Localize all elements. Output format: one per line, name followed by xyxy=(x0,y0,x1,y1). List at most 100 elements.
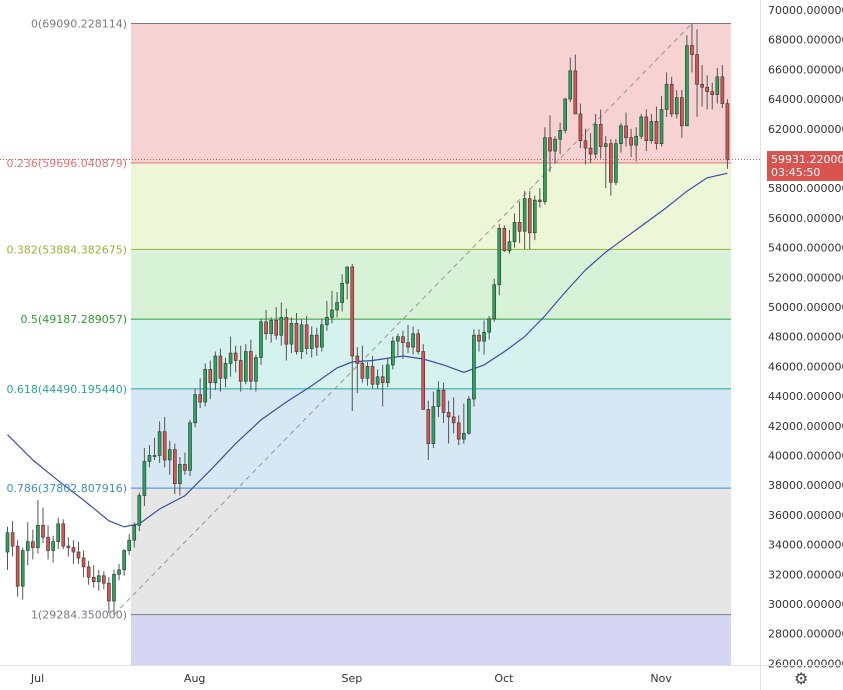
candle-down xyxy=(31,541,35,548)
candle xyxy=(117,563,121,581)
candle-down xyxy=(41,524,45,538)
candle xyxy=(76,541,81,564)
candle-down xyxy=(66,545,71,548)
candle xyxy=(370,356,375,389)
candle xyxy=(183,452,187,475)
y-tick-label: 62000.000000 xyxy=(768,123,843,136)
candle xyxy=(507,229,512,254)
candle-up xyxy=(619,125,623,144)
candle-down xyxy=(76,551,81,559)
gear-icon[interactable]: ⚙ xyxy=(794,669,809,688)
candle-up xyxy=(674,97,679,115)
candle xyxy=(162,416,167,468)
candle xyxy=(173,443,177,495)
candle xyxy=(61,519,66,550)
candle-up xyxy=(289,323,294,345)
candle-down xyxy=(690,45,694,55)
candle-up xyxy=(340,282,344,303)
candle-up xyxy=(142,461,147,496)
fib-zone xyxy=(131,488,731,615)
candle xyxy=(36,500,40,554)
candle-up xyxy=(167,449,172,461)
candle-up xyxy=(254,357,258,382)
candle-up xyxy=(375,376,380,385)
candle xyxy=(543,127,547,205)
fib-level-label: 0.786(37802.807916) xyxy=(6,482,127,495)
candle xyxy=(690,23,694,73)
candle xyxy=(487,315,491,340)
candle-up xyxy=(543,137,547,202)
candle-down xyxy=(284,317,289,345)
candle-down xyxy=(380,376,385,384)
candle-up xyxy=(193,394,197,424)
candle xyxy=(228,336,233,377)
x-axis[interactable]: Jul Aug Sep Oct Nov xyxy=(0,665,843,686)
candle xyxy=(674,90,679,119)
candle-down xyxy=(421,351,426,410)
candle xyxy=(314,327,319,357)
y-tick-label: 28000.000000 xyxy=(768,628,843,641)
candle xyxy=(416,329,420,355)
y-tick-label: 70000.000000 xyxy=(768,4,843,17)
candle-down xyxy=(233,352,238,361)
candle xyxy=(259,318,263,365)
candle-up xyxy=(325,317,329,326)
candle-up xyxy=(213,355,218,384)
y-tick-label: 56000.000000 xyxy=(768,212,843,225)
y-tick-label: 32000.000000 xyxy=(768,568,843,581)
fib-level-label: 1(29284.350000) xyxy=(31,609,127,622)
x-tick-label: Nov xyxy=(650,672,672,685)
candle-up xyxy=(497,227,502,286)
candle-up xyxy=(56,523,61,542)
candle xyxy=(137,492,142,532)
candle-down xyxy=(588,147,593,155)
candle-up xyxy=(603,143,608,147)
candle-up xyxy=(127,539,131,551)
current-price-countdown: 03:45:50 xyxy=(771,165,821,179)
candle-down xyxy=(680,97,684,127)
fib-zones xyxy=(131,23,731,665)
y-axis[interactable]: 26000.000000 28000.000000 30000.000000 3200… xyxy=(760,0,843,690)
candle-up xyxy=(396,336,400,342)
candle xyxy=(629,128,633,158)
candle-up xyxy=(558,129,562,140)
candle-down xyxy=(81,557,86,568)
candle-up xyxy=(96,575,101,583)
fib-lines xyxy=(131,23,731,616)
candle-up xyxy=(345,266,349,284)
candle-down xyxy=(46,536,50,551)
candle-down xyxy=(517,222,522,232)
candle xyxy=(568,57,573,103)
candle-up xyxy=(117,569,121,575)
candle-down xyxy=(629,137,633,146)
candle-down xyxy=(162,431,167,461)
candle xyxy=(203,363,208,407)
candle-up xyxy=(112,573,116,602)
candle xyxy=(401,330,405,359)
candle-up xyxy=(243,351,248,382)
candle xyxy=(700,64,704,107)
candle xyxy=(269,317,273,343)
candle xyxy=(102,571,106,590)
candle-down xyxy=(598,124,603,147)
candle-up xyxy=(188,422,192,471)
candle xyxy=(680,90,684,138)
candle xyxy=(548,115,552,172)
candle-down xyxy=(15,545,20,587)
candle-down xyxy=(238,360,243,382)
candle xyxy=(279,302,284,346)
candle-up xyxy=(299,324,304,352)
candle-down xyxy=(725,103,730,160)
candle xyxy=(375,369,380,389)
candle-up xyxy=(614,143,618,183)
candle xyxy=(391,336,395,370)
candle xyxy=(345,266,349,300)
y-tick-label: 38000.000000 xyxy=(768,479,843,492)
candle xyxy=(406,324,410,354)
candle-up xyxy=(157,431,162,456)
fib-level-label: 0.618(44490.195440) xyxy=(6,383,127,396)
candle-down xyxy=(10,532,15,547)
candle xyxy=(385,357,390,388)
fib-zone xyxy=(131,388,731,489)
